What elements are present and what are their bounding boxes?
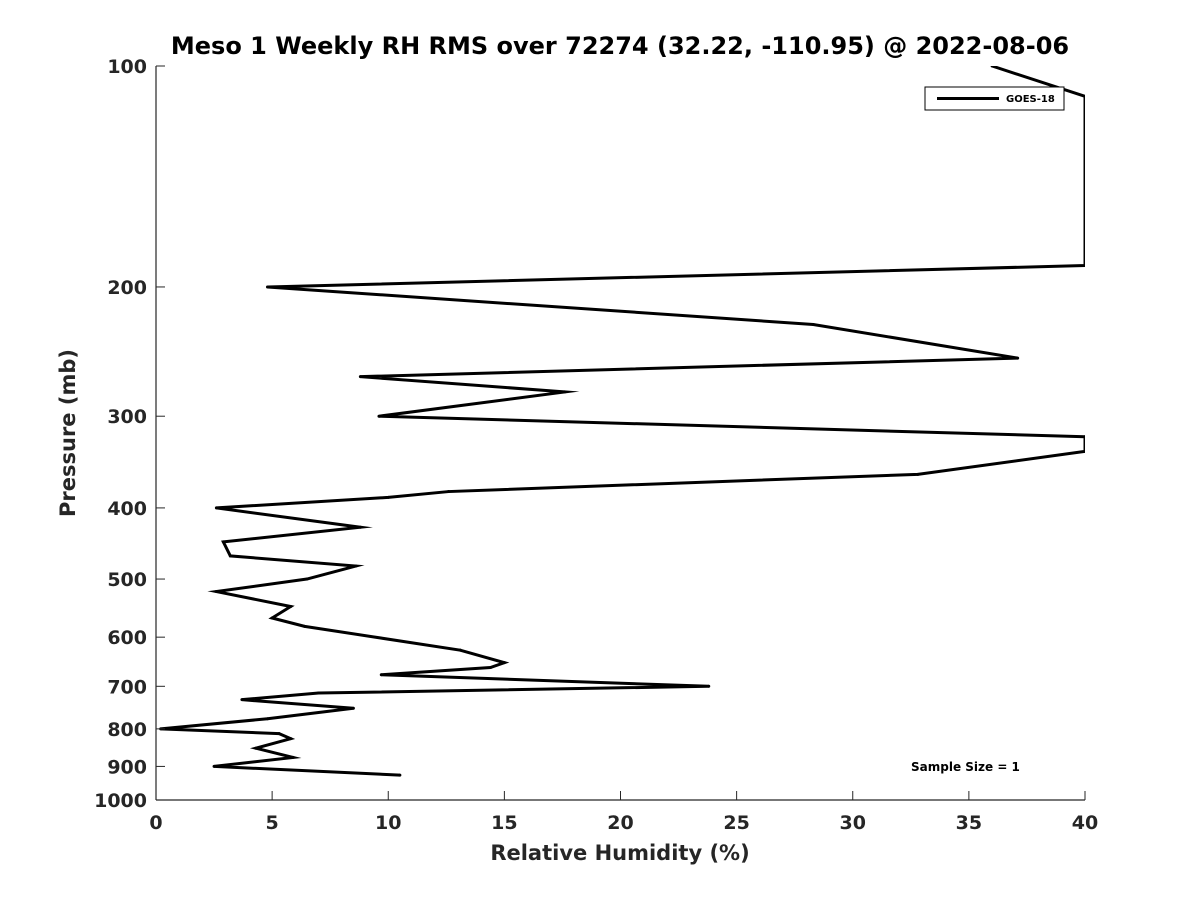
y-tick-label: 300 (107, 406, 147, 428)
data-point (377, 414, 381, 418)
data-point (221, 540, 225, 544)
data-point (386, 495, 390, 499)
x-tick-label: 15 (491, 812, 517, 834)
data-point (289, 737, 293, 741)
data-point (1083, 449, 1085, 453)
data-point (212, 764, 216, 768)
data-point (240, 698, 244, 702)
x-axis-label: Relative Humidity (%) (490, 841, 749, 865)
data-point (398, 773, 402, 777)
x-tick-label: 20 (607, 812, 633, 834)
data-point (811, 323, 815, 327)
y-tick-label: 400 (107, 498, 147, 520)
ticks-layer: 0 5 10 15 20 25 30 35 40 100 200 300 400 500 600 700 800… (94, 56, 1098, 834)
data-point (1083, 264, 1085, 268)
data-point (214, 506, 218, 510)
data-point (707, 684, 711, 688)
series-line-goes-18 (160, 66, 1085, 777)
data-point (289, 605, 293, 609)
data-point (354, 564, 358, 568)
x-tick-label: 30 (840, 812, 866, 834)
data-point (1016, 356, 1020, 360)
data-point (228, 554, 232, 558)
y-tick-label: 200 (107, 277, 147, 299)
y-tick-label: 500 (107, 569, 147, 591)
data-point (1083, 435, 1085, 439)
data-point (254, 746, 258, 750)
y-tick-label: 600 (107, 627, 147, 649)
data-point (351, 706, 355, 710)
data-point (214, 590, 218, 594)
y-tick-label: 100 (107, 56, 147, 78)
data-point (358, 525, 362, 529)
data-point (303, 624, 307, 628)
data-point (317, 691, 321, 695)
series-layer (159, 66, 1085, 777)
data-point (379, 673, 383, 677)
data-point (447, 490, 451, 494)
chart-title: Meso 1 Weekly RH RMS over 72274 (32.22, … (171, 32, 1069, 60)
x-tick-label: 5 (266, 812, 279, 834)
data-point (502, 661, 506, 665)
x-tick-label: 35 (956, 812, 982, 834)
x-tick-label: 25 (723, 812, 749, 834)
x-tick-label: 40 (1072, 812, 1098, 834)
data-point (291, 755, 295, 759)
data-point (1083, 94, 1085, 98)
legend: GOES-18 (924, 86, 1065, 111)
data-point (305, 577, 309, 581)
data-point (563, 390, 567, 394)
data-point (916, 472, 920, 476)
data-point (277, 732, 281, 736)
y-tick-label: 700 (107, 676, 147, 698)
x-tick-label: 10 (375, 812, 401, 834)
legend-label-goes-18: GOES-18 (1006, 94, 1055, 105)
data-point (990, 66, 994, 68)
sample-size-annotation: Sample Size = 1 (911, 760, 1020, 774)
data-point (265, 285, 269, 289)
data-point (265, 717, 269, 721)
data-point (488, 666, 492, 670)
data-point (270, 616, 274, 620)
data-point (358, 375, 362, 379)
y-axis-label: Pressure (mb) (56, 349, 80, 517)
y-tick-label: 900 (107, 756, 147, 778)
y-tick-label: 800 (107, 719, 147, 741)
x-tick-label: 0 (149, 812, 162, 834)
data-point (458, 648, 462, 652)
y-tick-label: 1000 (94, 790, 147, 812)
